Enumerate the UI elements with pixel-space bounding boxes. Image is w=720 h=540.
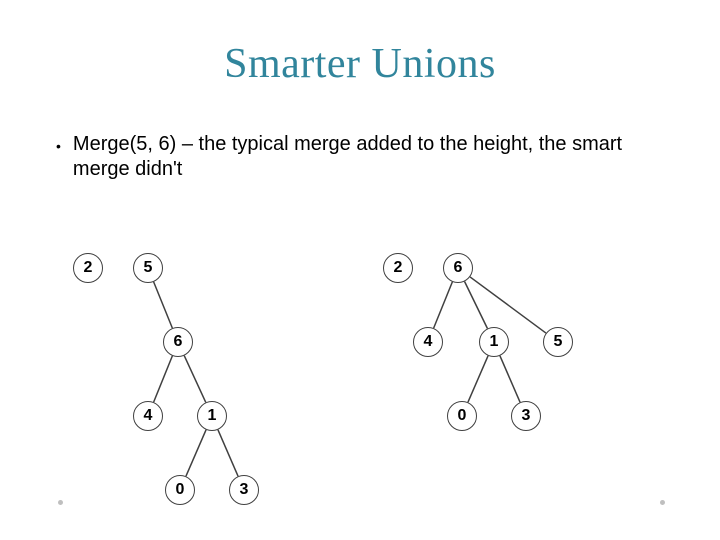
left-tree-node-4: 4 bbox=[133, 401, 163, 431]
left-tree-node-5: 5 bbox=[133, 253, 163, 283]
left-tree-node-6: 6 bbox=[163, 327, 193, 357]
left-tree-node-2: 2 bbox=[73, 253, 103, 283]
right-tree-node-1: 1 bbox=[479, 327, 509, 357]
right-tree-node-5: 5 bbox=[543, 327, 573, 357]
left-tree-node-1: 1 bbox=[197, 401, 227, 431]
tree-nodes-layer: 25641032641503 bbox=[0, 0, 720, 540]
left-tree-node-3: 3 bbox=[229, 475, 259, 505]
slide: Smarter Unions • Merge(5, 6) – the typic… bbox=[0, 0, 720, 540]
right-tree-node-4: 4 bbox=[413, 327, 443, 357]
right-tree-node-2: 2 bbox=[383, 253, 413, 283]
right-tree-node-6: 6 bbox=[443, 253, 473, 283]
footer-dot-left bbox=[58, 500, 63, 505]
footer-dot-right bbox=[660, 500, 665, 505]
right-tree-node-0: 0 bbox=[447, 401, 477, 431]
left-tree-node-0: 0 bbox=[165, 475, 195, 505]
right-tree-node-3: 3 bbox=[511, 401, 541, 431]
